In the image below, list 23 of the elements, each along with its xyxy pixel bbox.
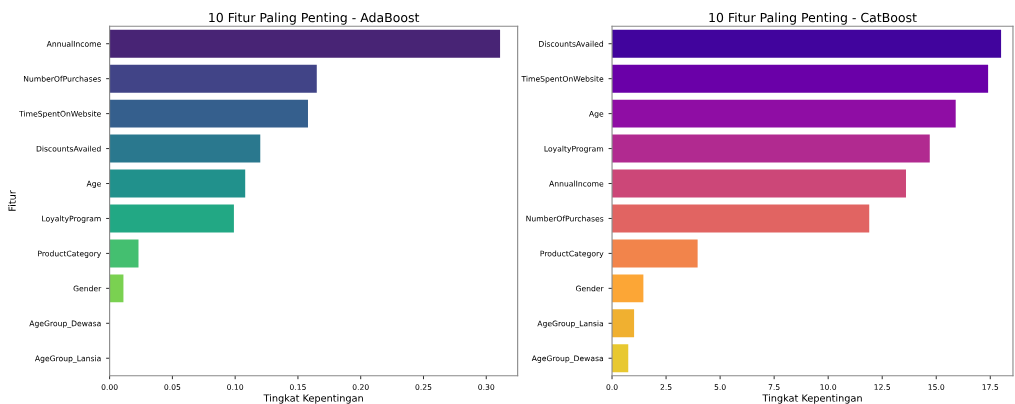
bar — [612, 204, 870, 233]
bar — [109, 274, 124, 303]
chart-title: 10 Fitur Paling Penting - AdaBoost — [209, 12, 420, 25]
bar — [109, 29, 501, 58]
bar — [109, 134, 261, 163]
x-axis-title: Tingkat Kepentingan — [762, 394, 862, 404]
bar — [109, 169, 246, 198]
bar — [109, 64, 317, 93]
bar — [612, 64, 989, 93]
x-axis-title: Tingkat Kepentingan — [263, 394, 363, 404]
bar — [612, 274, 644, 303]
bar — [109, 204, 234, 233]
bar — [612, 309, 635, 338]
bar — [612, 99, 956, 128]
chart-title: 10 Fitur Paling Penting - CatBoost — [709, 12, 917, 25]
bar — [109, 99, 308, 128]
bar — [612, 134, 930, 163]
y-axis-title: Fitur — [8, 190, 16, 211]
bar — [612, 344, 629, 373]
bar — [612, 169, 906, 198]
bar — [612, 239, 698, 268]
bar — [109, 239, 139, 268]
bar — [612, 29, 1002, 58]
